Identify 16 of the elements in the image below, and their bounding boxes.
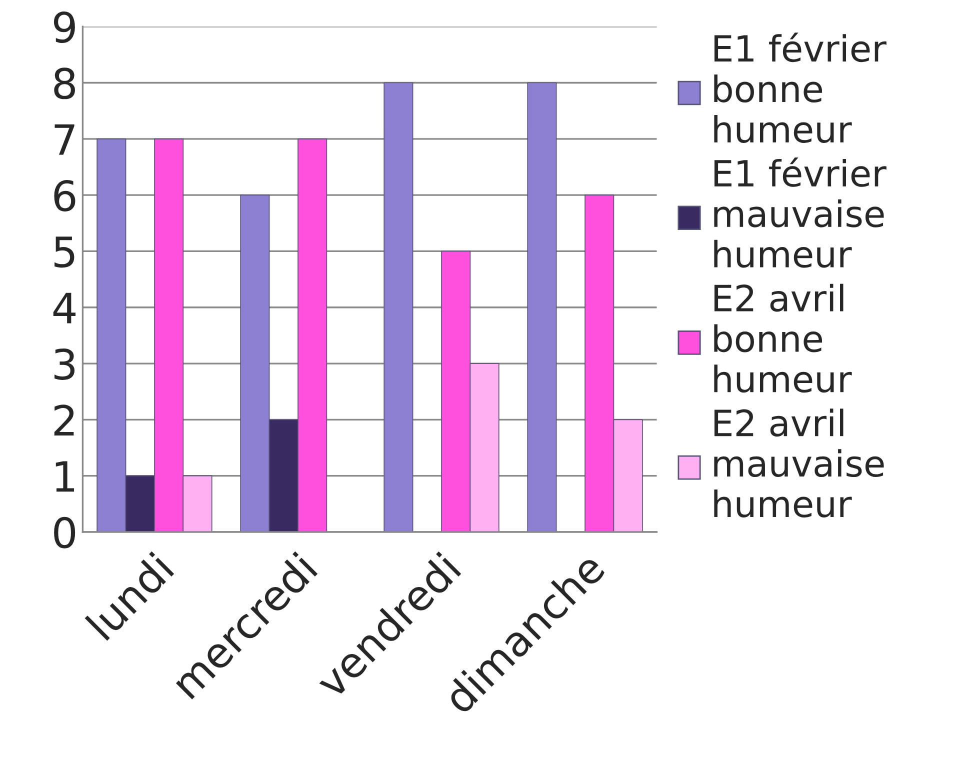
y-tick-label: 6: [54, 180, 76, 212]
legend-label: E1 février bonne humeur: [714, 32, 886, 143]
y-tick-label: 0: [54, 516, 76, 548]
y-tick-label: 3: [54, 348, 75, 380]
y-tick-label: 1: [56, 461, 74, 492]
y-tick-label: 7: [54, 124, 74, 155]
legend-label: E2 avril mauvaise humeur: [714, 408, 884, 518]
y-tick-label: 8: [54, 68, 75, 100]
y-tick-label: 4: [53, 292, 76, 324]
y-tick-label: 9: [54, 12, 75, 44]
y-tick-label: 5: [54, 236, 74, 268]
y-tick-label: 2: [54, 404, 74, 436]
bar: [384, 82, 414, 532]
bar: [527, 82, 557, 532]
legend-label: E2 avril bonne humeur: [714, 284, 852, 393]
legend-label: E1 février mauvaise humeur: [714, 158, 886, 268]
